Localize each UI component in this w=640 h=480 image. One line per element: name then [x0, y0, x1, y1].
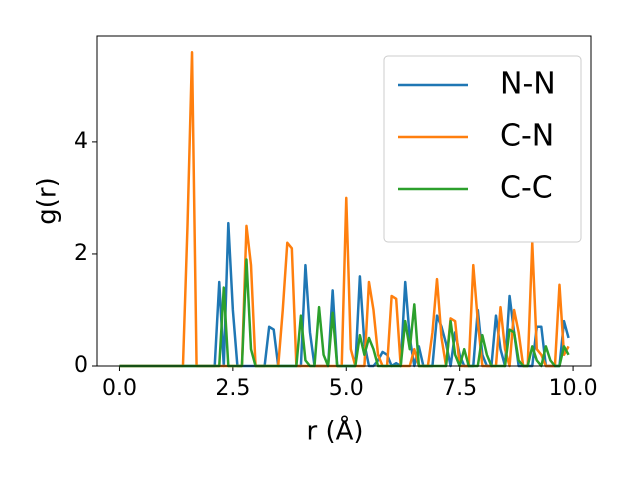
- legend-label: C-N: [500, 119, 554, 154]
- legend-label: N-N: [500, 67, 556, 102]
- y-tick-label: 2: [74, 241, 88, 266]
- y-tick-label: 0: [74, 353, 88, 378]
- x-tick-label: 5.0: [329, 376, 364, 401]
- x-tick-label: 2.5: [215, 376, 250, 401]
- legend-label: C-C: [500, 171, 553, 206]
- x-tick-label: 0.0: [102, 376, 137, 401]
- legend-box: [383, 55, 582, 243]
- plot-frame: [96, 35, 592, 367]
- x-axis-label: r (Å): [306, 415, 363, 447]
- x-tick-label: 10.0: [549, 376, 598, 401]
- y-tick-label: 4: [74, 129, 88, 154]
- x-tick-label: 7.5: [442, 376, 477, 401]
- y-axis-label: g(r): [33, 177, 63, 224]
